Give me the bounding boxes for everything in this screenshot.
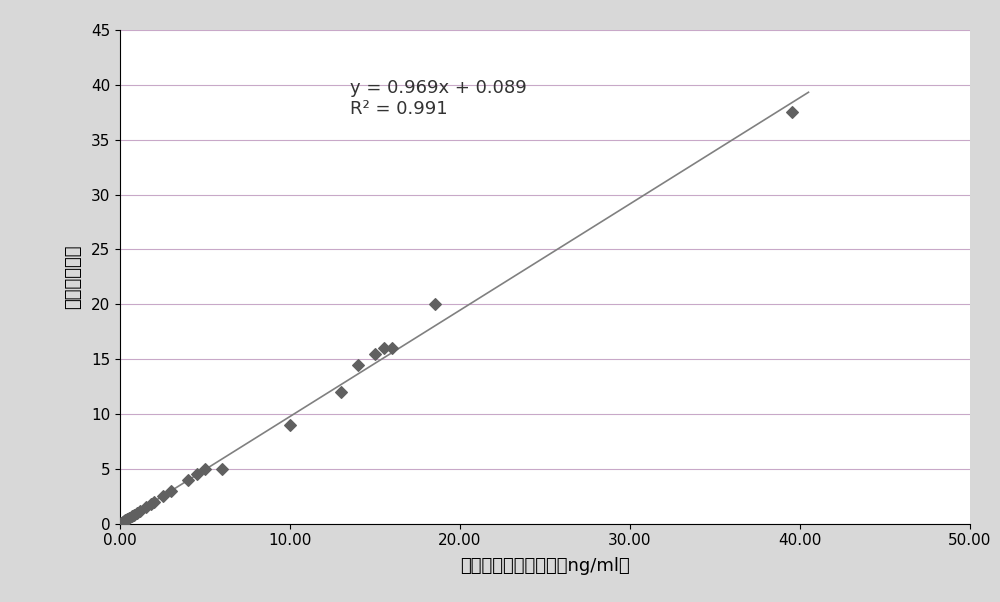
Point xyxy=(113,518,129,528)
Point xyxy=(384,343,400,353)
Y-axis label: 荆光测试结果: 荆光测试结果 xyxy=(65,244,83,309)
Point xyxy=(120,514,136,523)
Point xyxy=(154,491,170,501)
Point xyxy=(114,518,130,527)
Point xyxy=(115,517,131,527)
Point xyxy=(784,108,800,117)
Point xyxy=(180,475,196,485)
Point xyxy=(119,515,135,524)
Point xyxy=(124,511,140,521)
Point xyxy=(116,516,132,526)
Point xyxy=(146,497,162,507)
Point xyxy=(214,464,230,474)
Point xyxy=(113,518,129,528)
Point xyxy=(129,508,145,518)
Point xyxy=(197,464,213,474)
Point xyxy=(117,516,133,526)
Point xyxy=(333,387,349,397)
X-axis label: 电化学发光测试结果（ng/ml）: 电化学发光测试结果（ng/ml） xyxy=(460,557,630,575)
Point xyxy=(282,420,298,430)
Point xyxy=(367,349,383,359)
Point xyxy=(132,506,148,515)
Point xyxy=(137,503,154,512)
Point xyxy=(126,510,142,520)
Point xyxy=(426,300,442,309)
Point xyxy=(163,486,179,495)
Point xyxy=(376,343,392,353)
Point xyxy=(350,360,366,370)
Point xyxy=(188,470,205,479)
Point xyxy=(115,517,131,526)
Point xyxy=(143,499,159,509)
Text: y = 0.969x + 0.089
R² = 0.991: y = 0.969x + 0.089 R² = 0.991 xyxy=(350,79,526,118)
